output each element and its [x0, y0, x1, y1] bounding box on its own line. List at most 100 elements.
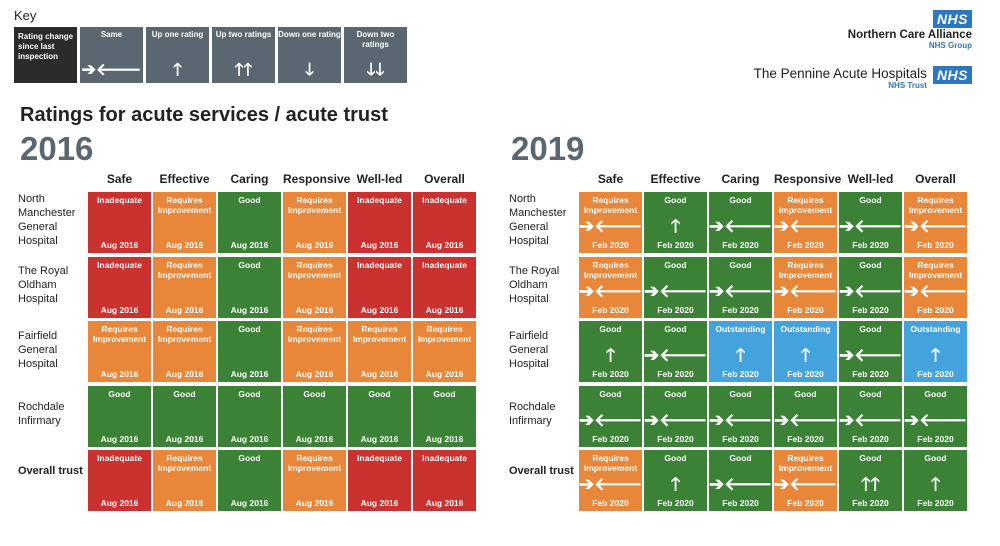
- rating-label: Requires Improvement: [287, 324, 342, 344]
- rating-cell: Inadequate Aug 2016: [88, 257, 151, 318]
- rating-label: Good: [729, 260, 752, 270]
- rating-label: Inadequate: [357, 195, 402, 205]
- row-label: North Manchester General Hospital: [18, 193, 76, 247]
- org-subtitle: NHS Group: [928, 41, 972, 50]
- rating-cell: Good Aug 2016: [218, 192, 281, 253]
- rating-label: Outstanding: [715, 324, 766, 334]
- same-arrows-icon: ➔🡐: [904, 281, 968, 301]
- rating-cell: Requires Improvement ➔🡐 Feb 2020: [579, 192, 642, 253]
- same-arrows-icon: ➔🡐: [709, 216, 773, 236]
- rating-cell: Good Aug 2016: [218, 257, 281, 318]
- rating-label: Inadequate: [422, 453, 467, 463]
- rating-label: Requires Improvement: [92, 324, 147, 344]
- year-heading: 2016: [20, 130, 94, 167]
- inspection-date: Aug 2016: [360, 434, 399, 444]
- column-header: Well-led: [356, 172, 403, 186]
- rating-label: Requires Improvement: [157, 324, 212, 344]
- row-label: Fairfield General Hospital: [509, 330, 549, 370]
- double-up-arrow-icon: 🡑🡑: [861, 474, 880, 494]
- up-arrow-icon: 🡑: [670, 474, 681, 494]
- rating-label: Inadequate: [422, 260, 467, 270]
- org-name: Northern Care Alliance: [847, 29, 972, 41]
- rating-label: Requires Improvement: [583, 453, 638, 473]
- rating-label: Requires Improvement: [778, 453, 833, 473]
- rating-label: Inadequate: [357, 260, 402, 270]
- rating-cell: Requires Improvement Aug 2016: [413, 321, 476, 382]
- inspection-date: Aug 2016: [230, 305, 269, 315]
- same-arrows-icon: ➔🡐: [904, 216, 968, 236]
- key-item-label: Down two ratings: [356, 30, 395, 49]
- rating-cell: Good ➔🡐 Feb 2020: [839, 192, 902, 253]
- rating-cell: Requires Improvement Aug 2016: [153, 192, 216, 253]
- inspection-date: Feb 2020: [787, 369, 824, 379]
- inspection-date: Aug 2016: [230, 369, 269, 379]
- inspection-date: Aug 2016: [230, 434, 269, 444]
- rating-cell: Good ➔🡐 Feb 2020: [709, 257, 772, 318]
- page-title: Ratings for acute services / acute trust: [20, 104, 388, 126]
- rating-cell: Inadequate Aug 2016: [88, 192, 151, 253]
- rating-cell: Good ➔🡐 Feb 2020: [774, 386, 837, 447]
- inspection-date: Feb 2020: [592, 369, 629, 379]
- rating-label: Good: [729, 389, 752, 399]
- rating-label: Inadequate: [97, 260, 142, 270]
- inspection-date: Aug 2016: [425, 305, 464, 315]
- row-label: The Royal Oldham Hospital: [18, 265, 69, 305]
- rating-label: Requires Improvement: [287, 195, 342, 215]
- inspection-date: Aug 2016: [165, 498, 204, 508]
- key-item-rating-change: Rating change since last inspection: [14, 27, 77, 83]
- rating-cell: Good ➔🡐 Feb 2020: [709, 450, 772, 511]
- column-header: Caring: [230, 172, 269, 186]
- pennine-acute-logo: The Pennine Acute Hospitals NHS Trust NH…: [754, 66, 972, 90]
- column-header: Effective: [159, 172, 210, 186]
- key-legend: Rating change since last inspection Same…: [14, 27, 407, 83]
- rating-label: Inadequate: [97, 195, 142, 205]
- rating-label: Good: [433, 389, 456, 399]
- same-arrows-icon: ➔🡐: [579, 281, 643, 301]
- rating-label: Good: [173, 389, 196, 399]
- rating-cell: Good ➔🡐 Feb 2020: [709, 192, 772, 253]
- rating-label: Good: [859, 324, 882, 334]
- nhs-logo-icon: NHS: [932, 66, 972, 84]
- inspection-date: Aug 2016: [100, 434, 139, 444]
- nhs-logo-icon: NHS: [932, 10, 972, 28]
- rating-cell: Good ➔🡐 Feb 2020: [579, 386, 642, 447]
- rating-cell: Requires Improvement Aug 2016: [153, 321, 216, 382]
- rating-cell: Good Aug 2016: [218, 321, 281, 382]
- rating-cell: Requires Improvement ➔🡐 Feb 2020: [774, 450, 837, 511]
- rating-cell: Requires Improvement Aug 2016: [283, 257, 346, 318]
- rating-cell: Good 🡑 Feb 2020: [644, 450, 707, 511]
- up-arrow-icon: 🡑: [605, 345, 616, 365]
- same-arrows-icon: ➔🡐: [579, 474, 643, 494]
- rating-label: Outstanding: [910, 324, 961, 334]
- rating-cell: Requires Improvement Aug 2016: [283, 450, 346, 511]
- row-label: Fairfield General Hospital: [18, 330, 58, 370]
- row-label: Rochdale Infirmary: [509, 401, 556, 427]
- same-arrows-icon: ➔🡐: [774, 474, 838, 494]
- same-arrows-icon: ➔🡐: [839, 281, 903, 301]
- rating-label: Good: [303, 389, 326, 399]
- rating-label: Good: [238, 453, 261, 463]
- inspection-date: Aug 2016: [100, 240, 139, 250]
- key-item-down-one: Down one rating 🡓: [278, 27, 341, 83]
- rating-label: Good: [599, 389, 622, 399]
- rating-label: Requires Improvement: [908, 195, 963, 215]
- inspection-date: Aug 2016: [100, 498, 139, 508]
- same-arrows-icon: ➔🡐: [644, 410, 708, 430]
- inspection-date: Feb 2020: [657, 369, 694, 379]
- column-header: Well-led: [847, 172, 894, 186]
- rating-label: Good: [599, 324, 622, 334]
- column-header: Overall: [424, 172, 465, 186]
- rating-label: Good: [924, 453, 947, 463]
- inspection-date: Aug 2016: [100, 369, 139, 379]
- inspection-date: Aug 2016: [165, 240, 204, 250]
- inspection-date: Feb 2020: [592, 434, 629, 444]
- rating-cell: Good Aug 2016: [413, 386, 476, 447]
- same-arrows-icon: ➔🡐: [81, 60, 142, 79]
- column-header: Responsive: [774, 172, 842, 186]
- column-header: Safe: [106, 172, 133, 186]
- rating-label: Good: [729, 195, 752, 205]
- inspection-date: Feb 2020: [657, 240, 694, 250]
- inspection-date: Feb 2020: [592, 498, 629, 508]
- row-label: Rochdale Infirmary: [18, 401, 65, 427]
- up-arrow-icon: 🡑: [930, 474, 941, 494]
